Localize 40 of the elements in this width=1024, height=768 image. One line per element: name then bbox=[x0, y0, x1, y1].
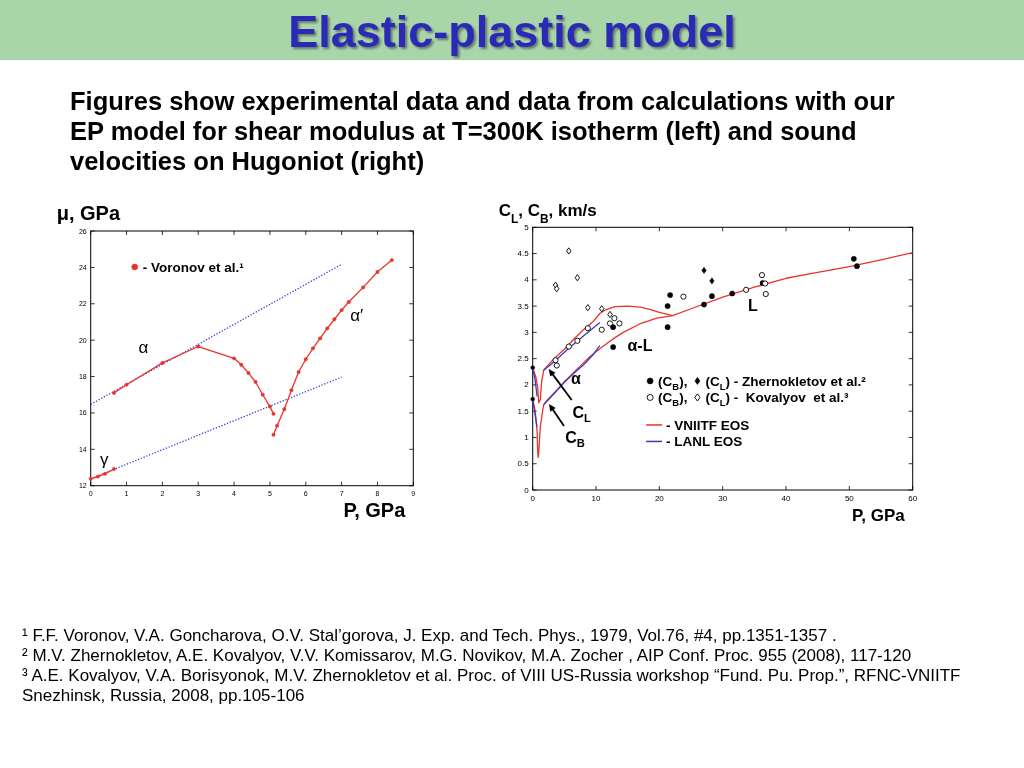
legend-label: (C$_{B}$), bbox=[658, 389, 688, 409]
legend-label: - Voronov et al.¹ bbox=[142, 259, 245, 275]
y-tick-label: 0.5 bbox=[517, 459, 530, 469]
annotation: α bbox=[571, 369, 582, 387]
annotation: L bbox=[748, 296, 759, 314]
legend-label: - LANL EOS bbox=[666, 433, 743, 449]
y-tick-label: 5 bbox=[524, 222, 530, 232]
annotation: C$_{L}$ bbox=[572, 403, 592, 424]
x-tick-label: 20 bbox=[654, 494, 665, 503]
legend-label: - VNIITF EOS bbox=[666, 417, 750, 433]
y-axis-title: μ, GPa bbox=[56, 202, 121, 224]
x-axis-title: P, GPa bbox=[852, 506, 906, 525]
annotation: C$_{B}$ bbox=[565, 428, 585, 449]
annotation: α bbox=[138, 337, 149, 357]
y-tick-label: 1 bbox=[524, 432, 530, 442]
x-axis-title: P, GPa bbox=[343, 498, 407, 521]
y-tick-label: 4.5 bbox=[517, 249, 530, 259]
x-tick-label: 50 bbox=[844, 494, 855, 503]
x-tick-label: 10 bbox=[591, 494, 602, 503]
text: ¹ F.F. Voronov, V.A. Goncharova, O.V. Stal’gorova, J. Exp. and Tech. Phys., 1979, Vol.76, #4, pp.1351-1357 . bbox=[22, 626, 837, 645]
y-tick-label: 1.5 bbox=[517, 406, 530, 416]
y-tick-label: 3 bbox=[524, 327, 530, 337]
x-tick-label: 60 bbox=[908, 494, 918, 503]
x-tick-label: 0 bbox=[530, 494, 536, 503]
y-tick-label: 2 bbox=[524, 380, 530, 390]
annotation: α′ bbox=[350, 305, 364, 325]
text: Figures show experimental data and data from calculations with our EP model for shear modulus at T=300K isotherm (left) and sound velocities on Hugoniot (right) bbox=[70, 87, 895, 175]
y-tick-label: 3.5 bbox=[517, 301, 530, 311]
legend-label: (C$_{L}$) - Kovalyov et al.³ bbox=[705, 389, 849, 409]
text: ³ A.E. Kovalyov, V.A. Borisyonok, M.V. Zhernokletov et al. Proc. of VIII US-Russia workshop “Fund. Pu. Prop.”, RFNC-VNIITF Snezhinsk, Russia, 2008, pp.105-106 bbox=[22, 666, 961, 705]
annotation: γ bbox=[100, 449, 110, 469]
x-tick-label: 30 bbox=[718, 494, 728, 503]
y-tick-label: 4 bbox=[524, 275, 530, 285]
legend-label: (C$_{B}$), bbox=[658, 373, 688, 392]
legend-label: (C$_{L}$) - Zhernokletov et al.² bbox=[705, 373, 867, 392]
x-tick-label: 40 bbox=[781, 494, 792, 503]
annotation: α-L bbox=[627, 336, 653, 354]
y-tick-label: 2.5 bbox=[517, 354, 530, 364]
text: Elastic-plastic model bbox=[288, 6, 736, 57]
text: ² M.V. Zhernokletov, A.E. Kovalyov, V.V. Komissarov, M.G. Novikov, M.A. Zocher , AIP Conf. Proc. 955 (2008), 117-120 bbox=[22, 646, 912, 665]
